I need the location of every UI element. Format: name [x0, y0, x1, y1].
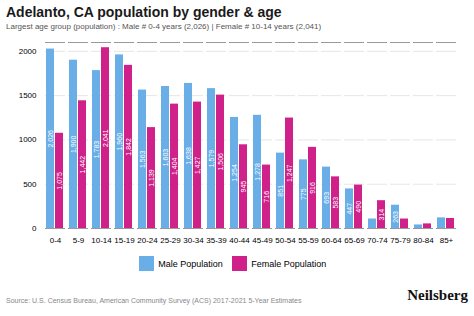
svg-text:45-49: 45-49	[252, 236, 273, 245]
svg-text:693: 693	[323, 192, 330, 204]
svg-text:1,247: 1,247	[286, 164, 293, 182]
svg-text:85+: 85+	[440, 236, 454, 245]
svg-text:1,278: 1,278	[254, 163, 261, 181]
svg-text:447: 447	[346, 203, 353, 215]
svg-text:35-39: 35-39	[206, 236, 227, 245]
svg-text:583: 583	[332, 197, 339, 209]
svg-text:40-44: 40-44	[229, 236, 250, 245]
svg-text:1,427: 1,427	[194, 156, 201, 174]
svg-text:70-74: 70-74	[367, 236, 388, 245]
svg-text:1,603: 1,603	[162, 149, 169, 167]
svg-text:945: 945	[240, 181, 247, 193]
svg-text:60-64: 60-64	[321, 236, 342, 245]
html-text:Adelanto, CA population by gen: Adelanto, CA population by gender & age	[6, 4, 282, 20]
svg-text:1,075: 1,075	[56, 172, 63, 190]
svg-text:1,900: 1,900	[70, 135, 77, 153]
svg-text:55-59: 55-59	[298, 236, 319, 245]
svg-text:314: 314	[378, 209, 385, 221]
html-text:Neilsberg: Neilsberg	[407, 286, 468, 303]
svg-text:775: 775	[300, 188, 307, 200]
html-text:Source: U.S. Census Bureau, Am: Source: U.S. Census Bureau, American Com…	[6, 296, 302, 304]
svg-text:1,442: 1,442	[79, 156, 86, 174]
svg-text:1,960: 1,960	[116, 133, 123, 151]
svg-text:1500: 1500	[19, 91, 37, 100]
svg-text:65-69: 65-69	[344, 236, 365, 245]
svg-text:263: 263	[392, 211, 399, 223]
svg-text:75-79: 75-79	[390, 236, 411, 245]
svg-text:80-84: 80-84	[413, 236, 434, 245]
svg-text:1,783: 1,783	[93, 141, 100, 159]
svg-text:10-14: 10-14	[91, 236, 112, 245]
svg-text:1,506: 1,506	[217, 153, 224, 171]
svg-text:1,579: 1,579	[208, 150, 215, 168]
svg-text:716: 716	[263, 191, 270, 203]
svg-text:5-9: 5-9	[73, 236, 85, 245]
svg-text:500: 500	[23, 180, 37, 189]
svg-text:25-29: 25-29	[160, 236, 181, 245]
svg-text:0-4: 0-4	[50, 236, 62, 245]
svg-text:50-54: 50-54	[275, 236, 296, 245]
svg-text:2000: 2000	[19, 47, 37, 56]
svg-text:30-34: 30-34	[183, 236, 204, 245]
svg-text:851: 851	[277, 185, 284, 197]
svg-text:916: 916	[309, 182, 316, 194]
svg-text:2,026: 2,026	[47, 130, 54, 148]
html-text:Male Population: Male Population	[158, 258, 223, 269]
svg-text:0: 0	[32, 224, 37, 233]
svg-text:1,563: 1,563	[139, 150, 146, 168]
html-text:Largest age group (population): Largest age group (population) : Male # …	[6, 22, 322, 31]
svg-text:1,638: 1,638	[185, 147, 192, 165]
svg-text:490: 490	[355, 201, 362, 213]
svg-text:15-19: 15-19	[114, 236, 135, 245]
svg-text:20-24: 20-24	[137, 236, 158, 245]
svg-text:1000: 1000	[19, 135, 37, 144]
svg-text:2,041: 2,041	[102, 129, 109, 147]
svg-text:1,139: 1,139	[148, 169, 155, 187]
html-text:Female Population: Female Population	[251, 258, 327, 269]
svg-text:1,254: 1,254	[231, 164, 238, 182]
svg-text:1,404: 1,404	[171, 157, 178, 175]
svg-text:1,842: 1,842	[125, 138, 132, 156]
